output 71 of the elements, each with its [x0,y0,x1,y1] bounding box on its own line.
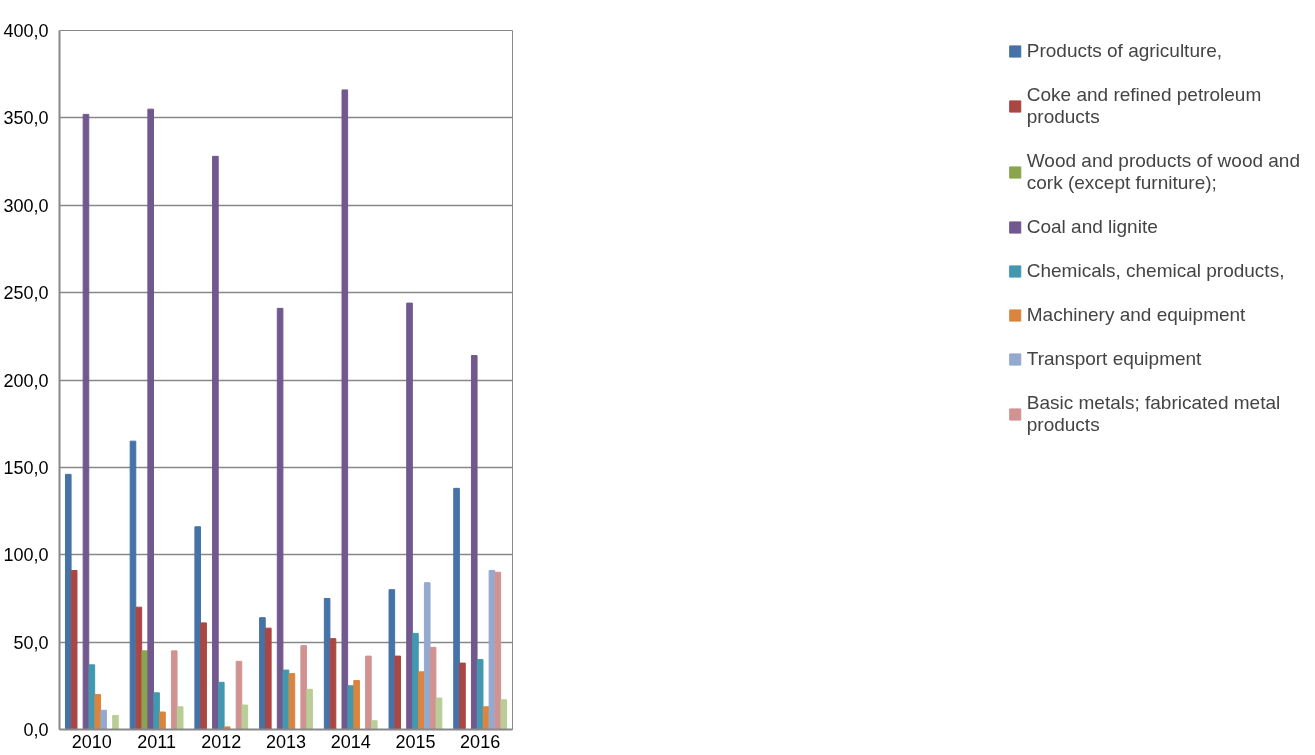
bar [212,155,219,730]
bar [394,655,402,730]
x-tick-label: 2010 [71,731,112,752]
bar [435,697,443,730]
bar [88,664,96,730]
y-tick-label: 50,0 [13,632,49,653]
bar [323,597,331,730]
bar [476,659,484,730]
bar [147,108,154,730]
bar [276,307,284,730]
y-tick-label: 100,0 [3,545,49,566]
bar [353,680,360,730]
bar [241,704,249,730]
y-tick-label: 200,0 [3,370,49,391]
bar [159,711,166,730]
x-tick-label: 2016 [460,731,501,752]
bar [141,650,149,730]
bar [223,726,231,730]
x-tick-label: 2014 [330,731,371,752]
bar [170,650,178,730]
bar [194,526,201,730]
bar [341,89,349,730]
bar [365,655,372,730]
bar [153,692,160,730]
bar [300,645,307,730]
bar [459,662,466,730]
bar [488,569,496,730]
bar [347,685,355,730]
bar [176,706,184,730]
bar [406,302,413,730]
y-tick-label: 350,0 [3,108,49,129]
legend-label: Wood and products of wood and cork (except furniture); [1026,150,1300,194]
legend-label: Basic metals; fabricated metal products [1026,392,1281,436]
legend-label: Machinery and equipment [1026,304,1246,326]
y-tick-label: 300,0 [3,195,49,216]
bar [217,681,225,730]
legend-label: Chemicals, chemical products, [1026,260,1285,282]
y-tick-label: 150,0 [3,457,49,478]
legend-label: Coal and lignite [1026,216,1158,238]
y-tick-label: 400,0 [3,21,49,41]
bar [371,720,378,730]
bar [453,487,460,730]
bar [265,627,272,730]
bar [112,715,119,730]
x-tick-label: 2012 [201,731,242,752]
bar [100,709,107,730]
x-tick-label: 2013 [265,731,307,752]
legend-label: Coke and refined petroleum products [1026,84,1262,128]
bar [412,632,419,730]
bar [306,688,313,730]
bar [494,571,502,730]
bar [94,694,102,730]
bar [423,582,431,730]
bar [64,473,72,730]
legend-label: Products of agriculture, [1026,40,1223,62]
x-tick-label: 2011 [137,731,176,752]
bar [418,671,425,730]
bar [200,622,207,730]
bar [429,646,437,730]
bar [388,589,396,730]
bar [70,569,78,730]
bar [288,673,296,730]
legend-label: Transport equipment [1026,348,1202,370]
bar [259,617,266,730]
y-tick-label: 0,0 [23,720,49,740]
y-tick-label: 250,0 [3,283,49,304]
x-tick-label: 2015 [395,731,436,752]
bar [500,699,508,730]
bar [470,355,478,730]
bar [135,606,143,730]
bar [329,638,337,730]
